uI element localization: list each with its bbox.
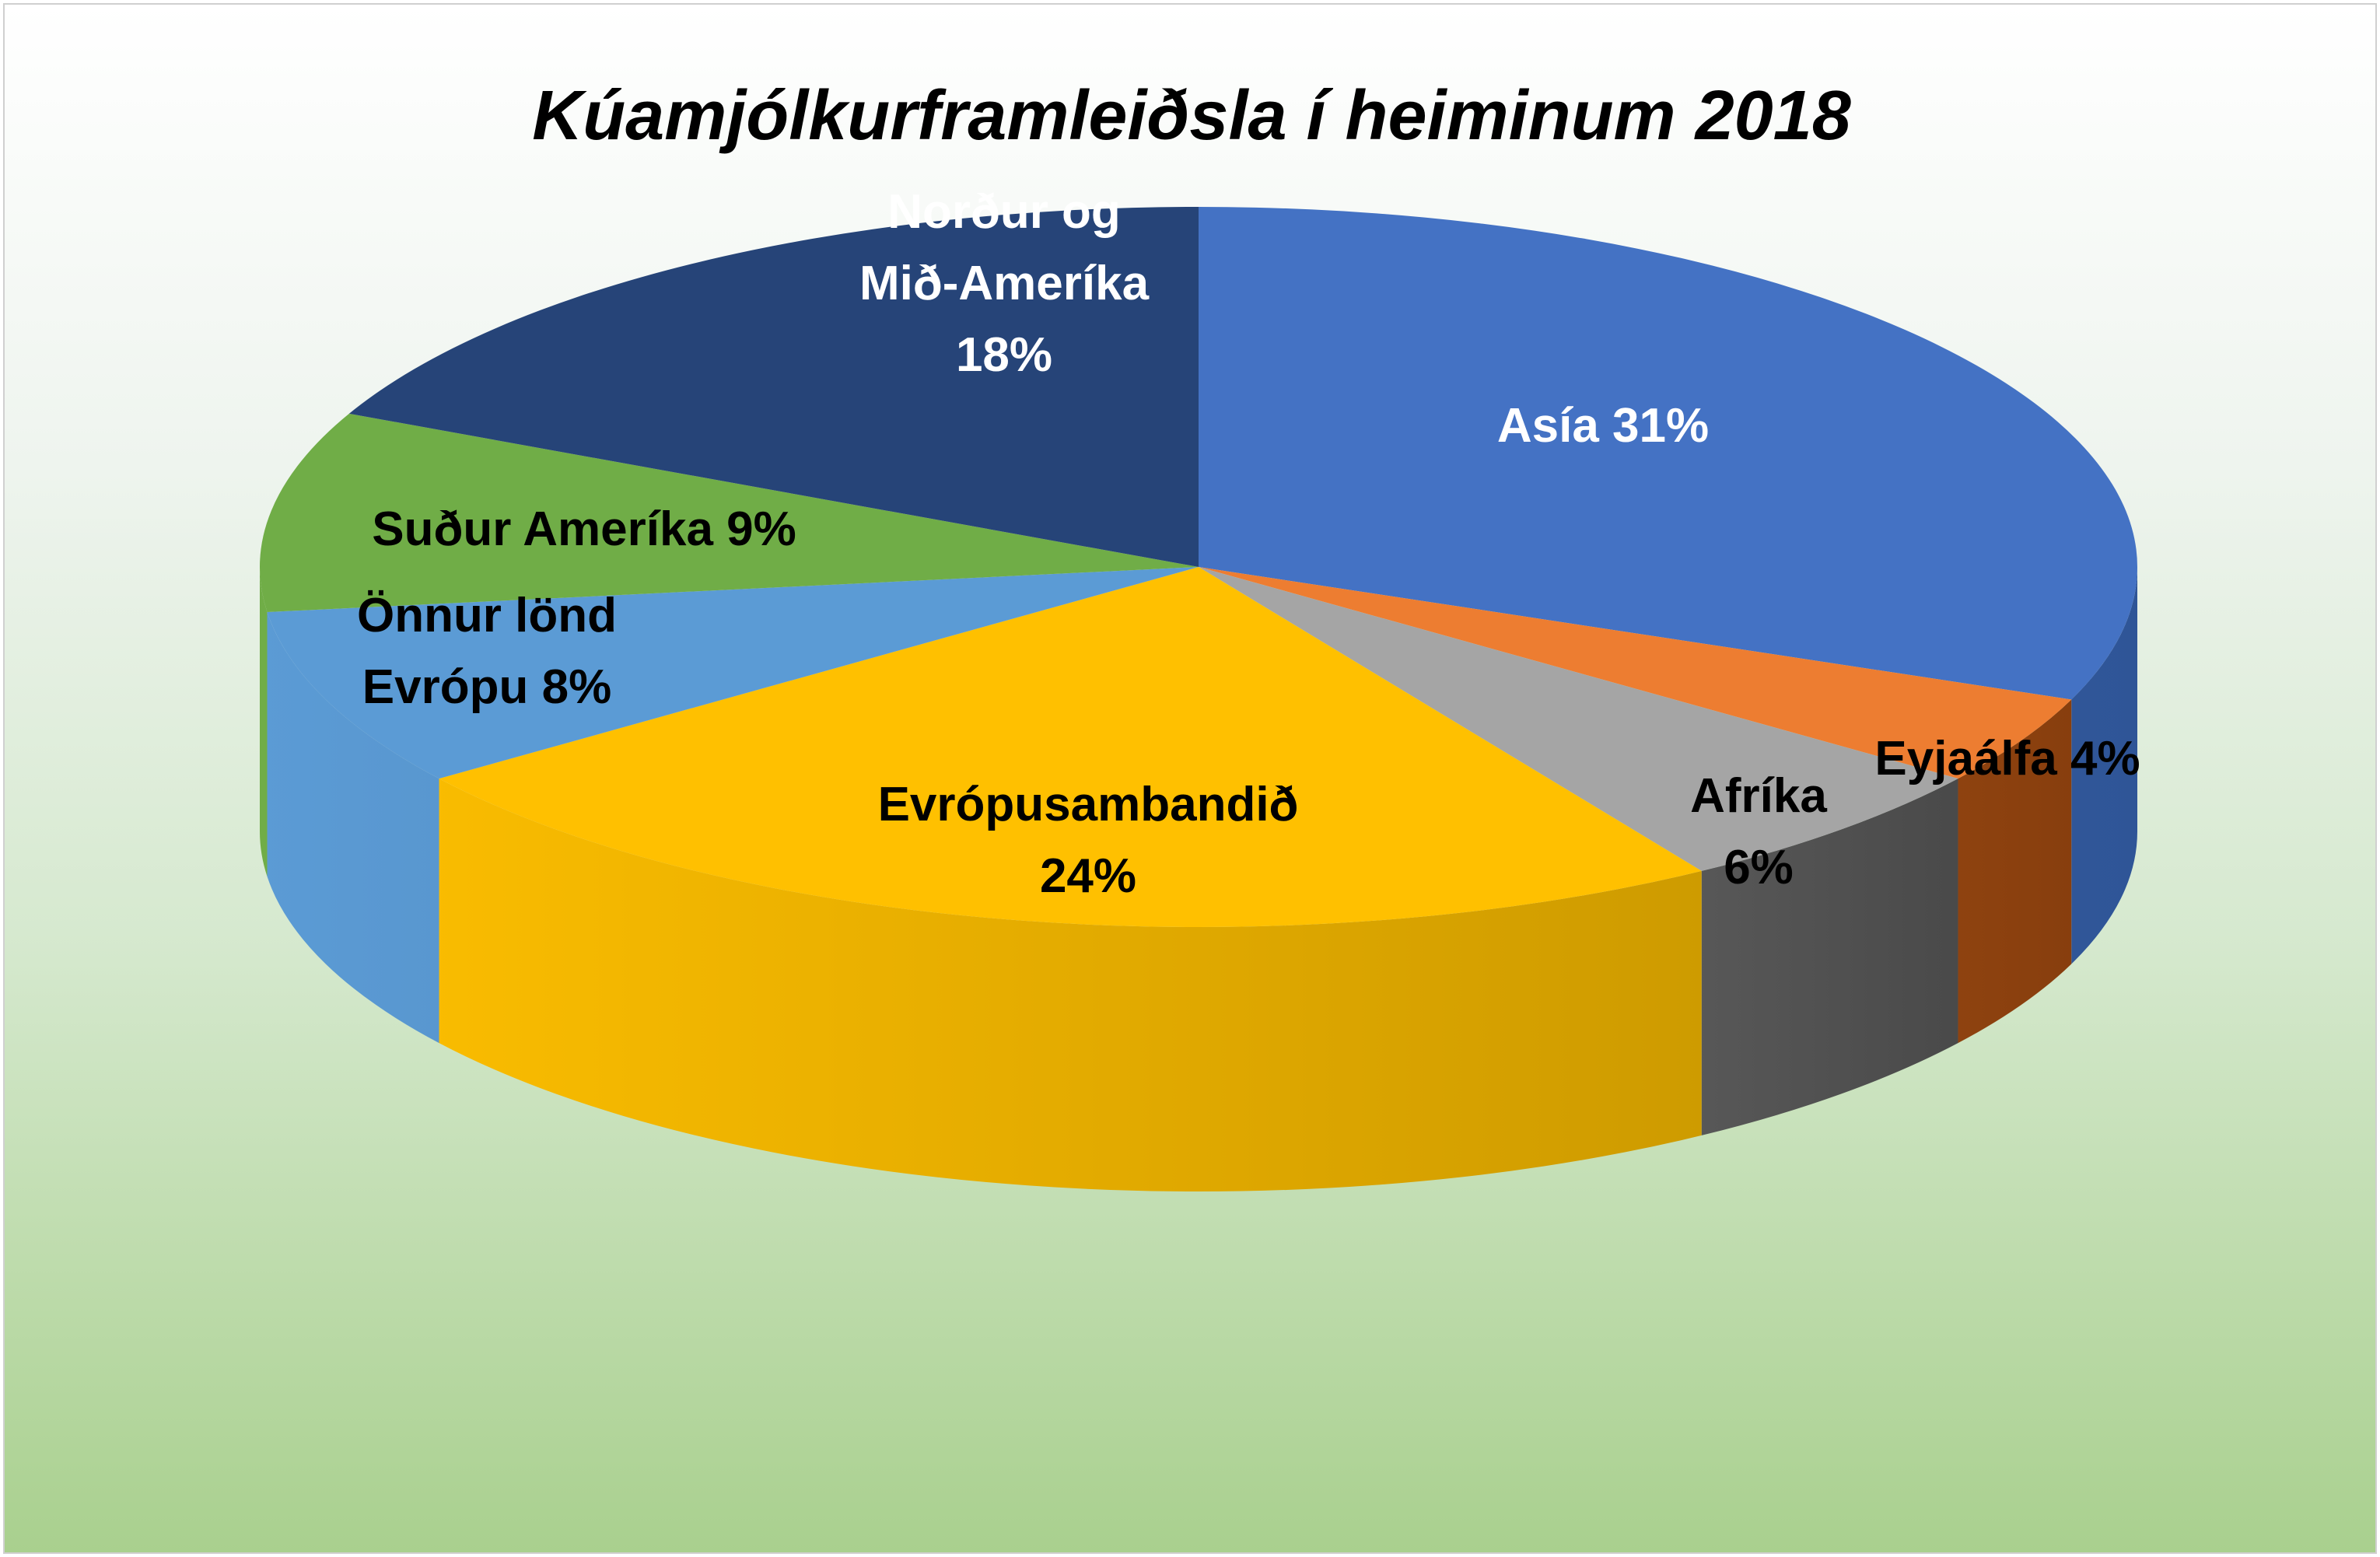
pie-slice-0: [1199, 207, 2137, 700]
pie-side-4: [267, 612, 439, 1044]
pie-chart: Asía 31% Eyjaálfa 4% Afríka 6% Evrópusamband…: [259, 185, 2140, 1191]
pie-slice-6: [348, 207, 1199, 567]
slice-label-5: Suður Ameríka 9%: [372, 502, 796, 556]
slice-label-3: Evrópusambandið 24%: [878, 778, 1299, 903]
slice-label-1: Eyjaálfa 4%: [1874, 732, 2140, 785]
chart-area: Kúamjólkurframleiðsla í heiminum 2018 As…: [3, 3, 2377, 1554]
pie-slice-4: [267, 567, 1199, 779]
pie-slice-5: [259, 413, 1199, 613]
slice-label-4: Önnur lönd Evrópu 8%: [357, 589, 617, 714]
slice-label-2: Afríka 6%: [1690, 769, 1827, 894]
pie-side-5: [260, 567, 268, 877]
slice-label-6: Norður og Mið-Ameríka 18%: [859, 185, 1150, 382]
pie-side-1: [1958, 699, 2072, 1044]
pie-slice-3: [439, 567, 1702, 928]
pie-side-2: [1701, 778, 1958, 1135]
pie-side-3: [439, 778, 1702, 1191]
pie-side-0: [2071, 567, 2137, 964]
pie-slice-2: [1199, 567, 1958, 871]
chart-title: Kúamjólkurframleiðsla í heiminum 2018: [532, 77, 1851, 155]
slice-label-0: Asía 31%: [1497, 399, 1709, 453]
pie-slice-1: [1199, 567, 2072, 779]
